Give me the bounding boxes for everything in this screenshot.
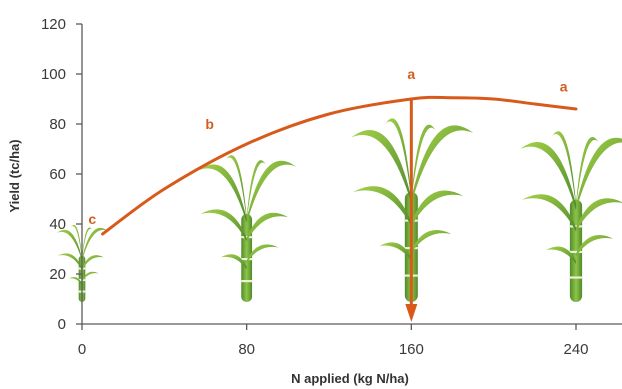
plant-leaf: [82, 227, 93, 259]
plant-leaf: [551, 131, 576, 207]
plant-leaf: [82, 255, 104, 271]
x-tick-label: 80: [238, 341, 255, 358]
plant-leaf: [82, 227, 109, 261]
plant-leaf: [385, 118, 412, 200]
plant-leaf: [246, 244, 279, 263]
stem-node: [569, 276, 583, 279]
plant-leaf: [353, 186, 412, 227]
stem-node: [241, 258, 253, 261]
plant-leaf: [546, 246, 576, 264]
plant-leaf: [576, 198, 622, 232]
stem-node: [569, 250, 583, 254]
plant-leaf: [246, 160, 266, 221]
yield-curve: [101, 95, 578, 236]
plant-leaf: [198, 164, 247, 224]
plant-leaf: [225, 155, 247, 221]
plant-leaf: [379, 242, 412, 261]
stem-node: [569, 225, 583, 228]
x-tick-label: 240: [563, 341, 588, 358]
stem-node: [241, 280, 253, 283]
plant-leaf: [71, 224, 82, 259]
significance-letter: c: [88, 211, 96, 227]
plant-leaf: [576, 235, 614, 257]
plant-leaf: [56, 229, 82, 261]
y-tick-label: 40: [49, 216, 66, 233]
sugarcane-plant-illustrations: [56, 118, 622, 302]
plant-leaf: [520, 142, 576, 211]
plant-leaf: [221, 254, 247, 270]
significance-letter: b: [205, 116, 214, 132]
plant-leaf: [246, 212, 289, 242]
plant-leaf: [82, 271, 99, 282]
plant-leaf: [246, 160, 297, 224]
chart-axes: 0 20 40 60 80 100 120 0 80 160 240: [41, 16, 622, 358]
y-tick-label: 0: [58, 316, 66, 333]
plant-leaf: [576, 137, 622, 211]
plant-leaf: [57, 253, 82, 271]
significance-letter: a: [560, 79, 568, 95]
plant-leaf: [411, 229, 452, 253]
chart-labels: N applied (kg N/ha) Yield (tc/ha): [7, 139, 409, 386]
plant-leaf: [200, 209, 247, 242]
significance-letter: a: [407, 66, 415, 82]
x-tick-label: 0: [78, 341, 86, 358]
sugarcane-plant: [198, 155, 297, 302]
plant-leaf: [411, 190, 464, 227]
optimum-arrow-head: [405, 304, 418, 322]
x-axis-title: N applied (kg N/ha): [291, 371, 409, 386]
stem-node: [241, 236, 253, 239]
y-tick-label: 80: [49, 116, 66, 133]
plant-leaf: [411, 125, 474, 204]
y-tick-label: 120: [41, 16, 66, 33]
plant-leaf: [522, 194, 576, 232]
y-axis-title: Yield (tc/ha): [7, 139, 22, 212]
y-tick-label: 20: [49, 266, 66, 283]
yield-curve-layer: c b a a: [88, 66, 578, 322]
x-tick-label: 160: [399, 341, 424, 358]
y-tick-label: 60: [49, 166, 66, 183]
y-tick-label: 100: [41, 66, 66, 83]
plant-leaf: [68, 276, 82, 285]
sugarcane-plant: [520, 131, 622, 302]
plant-leaf: [411, 124, 436, 200]
plant-leaf: [351, 129, 412, 204]
plant-leaf: [576, 137, 599, 207]
